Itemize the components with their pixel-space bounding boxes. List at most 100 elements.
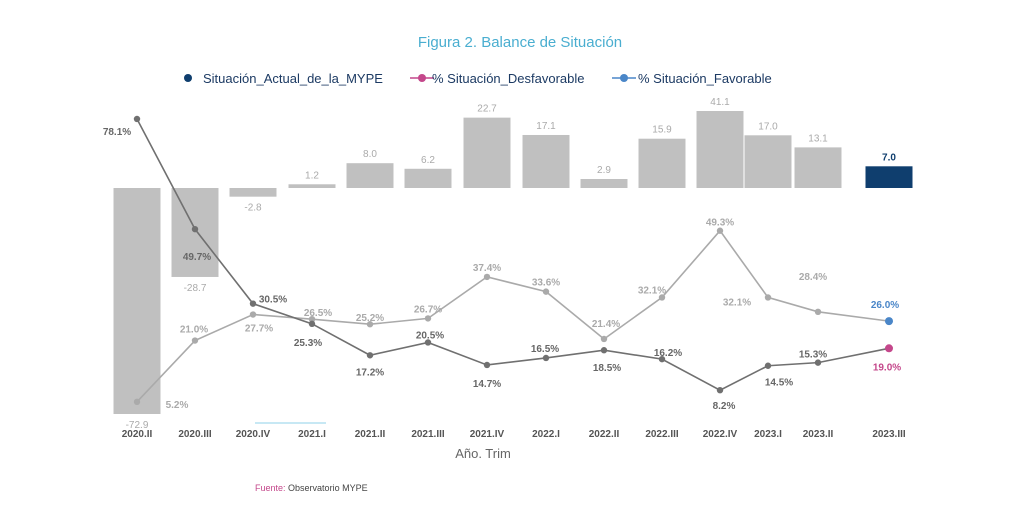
legend-label-favorable: % Situación_Favorable bbox=[638, 71, 772, 86]
legend: Situación_Actual_de_la_MYPE % Situación_… bbox=[184, 71, 772, 86]
line-point bbox=[764, 294, 772, 301]
line-point bbox=[424, 339, 432, 346]
line-point bbox=[133, 115, 141, 123]
legend-marker-actual bbox=[184, 74, 192, 82]
line-point bbox=[600, 335, 608, 343]
bar bbox=[404, 168, 452, 188]
point-label: 30.5% bbox=[259, 295, 287, 306]
line-point bbox=[249, 311, 257, 318]
x-tick-label: 2021.I bbox=[298, 429, 326, 440]
point-label: 5.2% bbox=[166, 400, 189, 411]
bar-label: 6.2 bbox=[421, 155, 435, 166]
line-point bbox=[885, 344, 893, 353]
line-point bbox=[542, 354, 550, 362]
bar-label: 13.1 bbox=[808, 133, 828, 144]
bar bbox=[522, 134, 570, 188]
bar bbox=[744, 135, 792, 188]
source-note: Fuente: Observatorio MYPE bbox=[255, 483, 368, 493]
point-label: 26.0% bbox=[871, 300, 899, 311]
point-label: 37.4% bbox=[473, 263, 501, 274]
bar-label: 15.9 bbox=[652, 125, 672, 136]
point-label: 26.7% bbox=[414, 304, 442, 315]
x-tick-label: 2020.IV bbox=[236, 429, 271, 440]
point-label: 33.6% bbox=[532, 278, 560, 289]
bar-label: 17.1 bbox=[536, 121, 556, 132]
point-label: 32.1% bbox=[638, 285, 666, 296]
x-tick-label: 2021.III bbox=[411, 429, 445, 440]
line-point bbox=[716, 386, 724, 394]
line-point bbox=[308, 315, 316, 323]
point-label: 49.3% bbox=[706, 218, 734, 229]
bar-label: 22.7 bbox=[477, 104, 497, 115]
x-tick-label: 2022.IV bbox=[703, 429, 738, 440]
bar bbox=[171, 188, 219, 277]
x-tick-label: 2020.III bbox=[178, 429, 212, 440]
line-point bbox=[366, 352, 374, 359]
legend-label-actual: Situación_Actual_de_la_MYPE bbox=[203, 71, 383, 86]
line-point bbox=[814, 359, 822, 366]
line-point bbox=[191, 337, 199, 344]
point-label: 14.7% bbox=[473, 379, 501, 390]
bar bbox=[794, 147, 842, 188]
line-point bbox=[814, 308, 822, 316]
line-point bbox=[366, 321, 374, 328]
point-label: 15.3% bbox=[799, 350, 827, 361]
point-label: 18.5% bbox=[593, 363, 621, 374]
x-tick-label: 2022.II bbox=[589, 429, 620, 440]
bar bbox=[229, 188, 277, 197]
point-label: 32.1% bbox=[723, 297, 751, 308]
line-point bbox=[716, 227, 724, 234]
bar-label: 41.1 bbox=[710, 97, 730, 108]
bar bbox=[696, 111, 744, 188]
x-tick-label: 2022.III bbox=[645, 429, 679, 440]
legend-marker-favorable bbox=[620, 74, 628, 82]
legend-marker-desfavorable bbox=[418, 74, 426, 82]
bar-label: 8.0 bbox=[363, 149, 377, 160]
x-tick-label: 2022.I bbox=[532, 429, 560, 440]
bar-label: 17.0 bbox=[758, 121, 778, 132]
bar bbox=[346, 163, 394, 188]
bar bbox=[638, 138, 686, 188]
x-tick-label: 2020.II bbox=[122, 429, 153, 440]
bar-label: -28.7 bbox=[184, 283, 207, 294]
bar bbox=[580, 179, 628, 188]
bar-series: -72.9 -28.7 -2.8 1.2 8.0 6.2 22.7 17.1 2.9 15.9 41… bbox=[113, 97, 913, 431]
point-label: 78.1% bbox=[103, 127, 131, 138]
line-point bbox=[249, 300, 257, 307]
point-label: 16.2% bbox=[654, 348, 682, 359]
point-label: 14.5% bbox=[765, 378, 793, 389]
line-point bbox=[764, 362, 772, 369]
line-point bbox=[542, 288, 550, 295]
line-point bbox=[133, 398, 141, 406]
point-label: 27.7% bbox=[245, 324, 273, 335]
point-label: 19.0% bbox=[873, 362, 901, 373]
line-point bbox=[600, 347, 608, 354]
x-axis-ticks: 2020.II 2020.III 2020.IV 2021.I 2021.II 2021.… bbox=[122, 429, 906, 440]
x-axis-label: Año. Trim bbox=[455, 446, 511, 461]
line-point bbox=[424, 315, 432, 322]
x-tick-label: 2021.II bbox=[355, 429, 386, 440]
point-label: 20.5% bbox=[416, 330, 444, 341]
point-label: 49.7% bbox=[183, 252, 211, 263]
point-label: 21.4% bbox=[592, 319, 620, 330]
bar bbox=[865, 166, 913, 188]
bar-label: -2.8 bbox=[244, 203, 262, 214]
source-label: Fuente: bbox=[255, 483, 286, 493]
bar bbox=[463, 117, 511, 188]
x-tick-label: 2023.II bbox=[803, 429, 834, 440]
point-label: 21.0% bbox=[180, 325, 208, 336]
line-favorable bbox=[136, 229, 890, 403]
point-label: 17.2% bbox=[356, 367, 384, 378]
x-tick-label: 2023.I bbox=[754, 429, 782, 440]
point-label: 26.5% bbox=[304, 308, 332, 319]
line-point bbox=[658, 355, 666, 363]
bar bbox=[288, 184, 336, 188]
point-label: 28.4% bbox=[799, 272, 827, 283]
line-desfavorable bbox=[136, 118, 890, 392]
line-point bbox=[483, 361, 491, 369]
bar-label: 1.2 bbox=[305, 170, 319, 181]
x-tick-label: 2021.IV bbox=[470, 429, 505, 440]
line-series: 5.2% 21.0% 27.7% 26.5% 25.2% 26.7% 37.4% 33.6% 2… bbox=[103, 115, 901, 412]
line-point bbox=[885, 317, 893, 326]
